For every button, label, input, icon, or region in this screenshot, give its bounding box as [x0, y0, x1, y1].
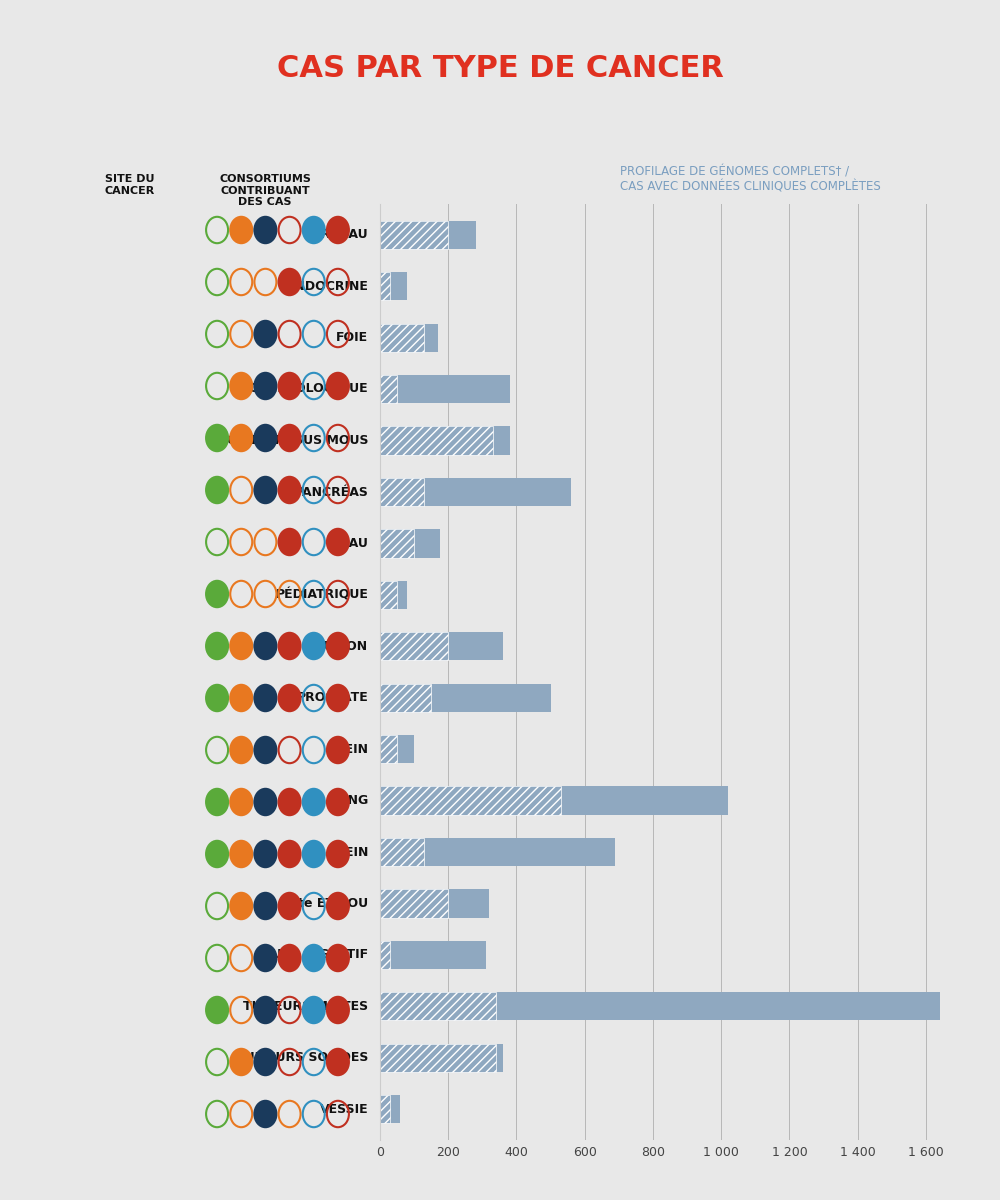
- Bar: [380, 941, 390, 970]
- Text: SEIN: SEIN: [336, 846, 368, 858]
- Bar: [380, 478, 424, 506]
- Text: TÊte ET COU: TÊte ET COU: [281, 896, 368, 910]
- Bar: [380, 1094, 390, 1123]
- Text: PROFILAGE DE GÉNOMES COMPLETS† /
CAS AVEC DONNÉES CLINIQUES COMPLÈTES: PROFILAGE DE GÉNOMES COMPLETS† / CAS AVE…: [620, 166, 881, 193]
- Text: PANCRÉAS: PANCRÉAS: [295, 486, 368, 498]
- Text: SITE DU
CANCER: SITE DU CANCER: [105, 174, 155, 196]
- Bar: [380, 374, 397, 403]
- Bar: [380, 272, 407, 300]
- Bar: [380, 426, 510, 455]
- Bar: [380, 992, 496, 1020]
- Text: TUMEURS SOLIDES: TUMEURS SOLIDES: [236, 1051, 368, 1064]
- Text: TUMEURS MIXTES: TUMEURS MIXTES: [243, 1000, 368, 1013]
- Bar: [380, 786, 561, 815]
- Bar: [380, 684, 431, 712]
- Bar: [380, 889, 489, 918]
- Text: CAS PAR TYPE DE CANCER: CAS PAR TYPE DE CANCER: [277, 54, 723, 83]
- Bar: [380, 221, 476, 248]
- Bar: [380, 529, 440, 558]
- Bar: [380, 992, 940, 1020]
- Bar: [380, 684, 551, 712]
- Bar: [380, 426, 493, 455]
- Bar: [380, 889, 448, 918]
- Text: PROSTATE: PROSTATE: [297, 691, 368, 704]
- Bar: [380, 1044, 496, 1072]
- Bar: [380, 838, 615, 866]
- Text: CERVEAU: CERVEAU: [304, 228, 368, 241]
- Text: POUMON: POUMON: [305, 640, 368, 653]
- Text: FOIE: FOIE: [336, 331, 368, 344]
- Text: TUBE DIGESTIF: TUBE DIGESTIF: [263, 948, 368, 961]
- Text: VESSIE: VESSIE: [320, 1103, 368, 1116]
- Bar: [380, 941, 486, 970]
- Bar: [380, 581, 407, 608]
- Bar: [380, 529, 414, 558]
- Bar: [380, 324, 424, 352]
- Bar: [380, 734, 397, 763]
- Text: REIN: REIN: [335, 743, 368, 756]
- Text: PEAU: PEAU: [332, 536, 368, 550]
- Text: ENDOCRINE: ENDOCRINE: [287, 280, 368, 293]
- Text: PÉDIATRIQUE: PÉDIATRIQUE: [276, 588, 368, 601]
- Text: GYNÉCOLOGIQUE: GYNÉCOLOGIQUE: [249, 383, 368, 396]
- Bar: [380, 324, 438, 352]
- Text: OS ET TISSUS MOUS: OS ET TISSUS MOUS: [227, 434, 368, 448]
- Bar: [380, 1044, 503, 1072]
- Bar: [380, 786, 728, 815]
- Bar: [380, 221, 448, 248]
- Bar: [380, 1094, 400, 1123]
- Bar: [380, 374, 510, 403]
- Text: CONSORTIUMS
CONTRIBUANT
DES CAS: CONSORTIUMS CONTRIBUANT DES CAS: [219, 174, 311, 208]
- Bar: [380, 734, 414, 763]
- Text: SANG: SANG: [329, 794, 368, 808]
- Bar: [380, 632, 448, 660]
- Bar: [380, 838, 424, 866]
- Bar: [380, 272, 390, 300]
- Bar: [380, 478, 571, 506]
- Bar: [380, 581, 397, 608]
- Bar: [380, 632, 503, 660]
